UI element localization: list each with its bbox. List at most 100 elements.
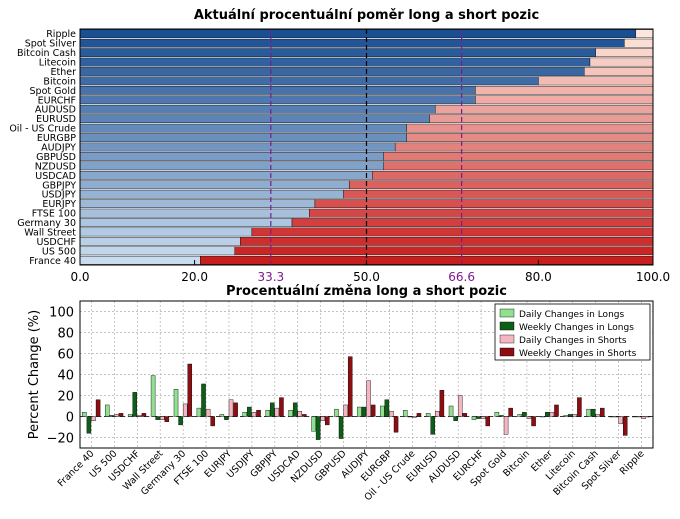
change-bar — [127, 414, 133, 417]
change-bar — [325, 416, 330, 426]
bottom-chart-y-axis-label: Percent Change (%) — [27, 310, 42, 439]
change-bar — [641, 416, 646, 419]
change-bar — [164, 416, 170, 422]
category-label: USDCHF — [36, 237, 76, 248]
category-label: EURGBP — [37, 133, 76, 144]
change-bar — [343, 404, 348, 417]
long-bar — [79, 29, 637, 39]
change-bar — [118, 413, 124, 417]
change-bar — [613, 416, 619, 418]
category-label: Ripple — [618, 448, 647, 477]
legend-entry: Weekly Changes in Shorts — [519, 349, 637, 359]
short-bar — [475, 86, 654, 95]
short-bar — [200, 255, 654, 265]
category-label: US 500 — [42, 246, 76, 257]
short-bar — [383, 161, 654, 171]
y-tick-label: 0 — [66, 411, 74, 426]
short-bar — [538, 76, 654, 86]
short-bar — [635, 29, 654, 39]
y-tick-label: 60 — [57, 348, 74, 363]
bottom-chart-bars — [82, 356, 651, 440]
change-bar — [347, 356, 353, 417]
x-tick-label: 20.0 — [181, 270, 208, 284]
short-bar — [406, 123, 654, 133]
long-bar — [79, 142, 396, 152]
change-bar — [448, 405, 454, 417]
legend-entry: Weekly Changes in Longs — [519, 323, 634, 333]
short-bar — [475, 95, 654, 105]
change-bar — [210, 416, 215, 427]
change-bar — [315, 416, 321, 440]
x-tick-label: 0.0 — [70, 270, 89, 284]
long-bar — [79, 86, 476, 95]
change-bar — [228, 399, 234, 417]
top-chart-title: Aktuální procentuální poměr long a short… — [194, 8, 539, 23]
long-bar — [79, 123, 407, 133]
long-bar — [79, 170, 373, 180]
change-bar — [95, 399, 101, 417]
change-bar — [572, 414, 578, 417]
change-bar — [86, 416, 92, 434]
category-label: Ether — [51, 67, 77, 78]
change-bar — [526, 416, 532, 419]
bottom-chart-y-ticks: 100 80 60 40 20 0 −20 — [47, 306, 74, 447]
change-bar — [370, 404, 376, 417]
short-bar — [584, 67, 654, 76]
change-bar — [297, 411, 303, 417]
change-bar — [201, 383, 206, 417]
category-label: Germany 30 — [17, 218, 76, 229]
change-bar — [338, 416, 344, 439]
y-tick-label: 100 — [49, 306, 74, 321]
change-bar — [407, 416, 413, 418]
change-bar — [361, 406, 367, 417]
long-bar — [79, 161, 384, 171]
x-tick-label: 100.0 — [636, 270, 670, 284]
legend-swatch — [499, 334, 515, 344]
category-label: Litecoin — [39, 58, 76, 69]
change-bar — [430, 416, 435, 435]
category-label: Spot Silver — [25, 39, 76, 50]
long-bar — [79, 76, 539, 86]
change-bar — [476, 416, 481, 419]
long-bar — [79, 208, 310, 218]
change-bar — [595, 414, 600, 417]
long-bar — [79, 189, 344, 199]
change-bar — [457, 395, 463, 417]
change-bar — [173, 389, 179, 417]
short-bar — [372, 170, 654, 180]
category-label: Bitcoin Cash — [17, 48, 76, 59]
change-bar — [132, 392, 138, 417]
change-bar — [435, 411, 440, 417]
category-label: France 40 — [29, 256, 76, 267]
change-bar — [393, 416, 399, 433]
legend-entry: Daily Changes in Shorts — [519, 336, 627, 346]
long-bar — [79, 255, 201, 265]
long-bar — [79, 227, 253, 237]
change-bar — [82, 412, 87, 417]
short-bar — [429, 114, 654, 123]
change-bar — [270, 402, 275, 417]
change-bar — [224, 416, 229, 420]
change-bar — [494, 412, 500, 417]
category-label: FTSE 100 — [32, 209, 76, 220]
change-bar — [554, 404, 559, 417]
change-bar — [471, 416, 477, 420]
long-bar — [79, 133, 407, 142]
change-bar — [265, 410, 270, 417]
reference-label: 66.6 — [448, 270, 475, 284]
change-bar — [150, 375, 156, 417]
category-label: GBPUSD — [36, 152, 76, 163]
long-bar — [79, 246, 235, 256]
category-label: NZDUSD — [35, 161, 76, 172]
change-bar — [609, 416, 614, 418]
y-tick-label: 40 — [57, 369, 74, 384]
change-bar — [274, 407, 280, 417]
x-tick-label: 50.0 — [353, 270, 380, 284]
change-bar — [517, 414, 523, 417]
short-bar — [435, 104, 654, 114]
y-tick-label: −20 — [47, 432, 74, 447]
legend-swatch — [499, 347, 515, 357]
bottom-chart-legend: Daily Changes in Longs Weekly Changes in … — [494, 303, 651, 361]
long-bar — [79, 95, 476, 105]
change-bar — [292, 402, 298, 417]
